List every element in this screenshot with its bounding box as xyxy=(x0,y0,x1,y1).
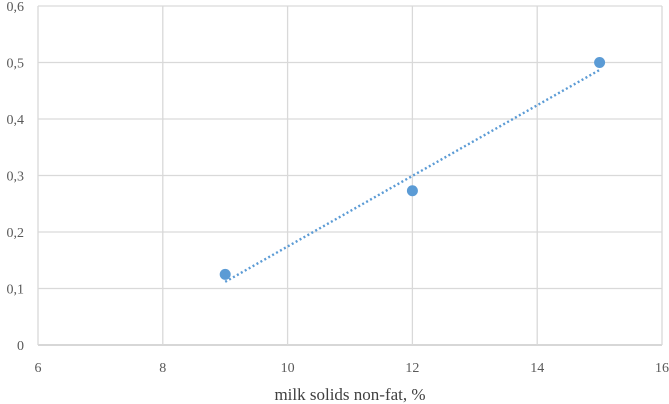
x-tick-label: 12 xyxy=(405,361,419,376)
data-point xyxy=(594,57,606,68)
y-tick-label: 0,1 xyxy=(7,283,25,298)
data-point xyxy=(406,185,418,197)
x-tick-label: 8 xyxy=(159,361,166,376)
y-tick-labels: 0 0,1 0,2 0,3 0,4 0,5 0,6 xyxy=(7,0,25,354)
y-tick-label: 0,4 xyxy=(7,113,25,128)
grid xyxy=(37,5,663,346)
x-tick-label: 16 xyxy=(655,361,669,376)
x-tick-label: 10 xyxy=(281,361,295,376)
y-tick-label: 0,3 xyxy=(7,170,25,185)
data-points xyxy=(219,57,606,280)
y-tick-label: 0 xyxy=(17,339,24,354)
y-tick-label: 0,2 xyxy=(7,226,25,241)
x-axis-title: milk solids non-fat, % xyxy=(274,385,425,404)
x-tick-label: 14 xyxy=(530,361,544,376)
x-tick-label: 6 xyxy=(35,361,42,376)
y-tick-label: 0,6 xyxy=(7,0,25,15)
x-tick-labels: 6 8 10 12 14 16 xyxy=(35,361,669,376)
data-point xyxy=(219,268,231,280)
y-tick-label: 0,5 xyxy=(7,57,25,72)
